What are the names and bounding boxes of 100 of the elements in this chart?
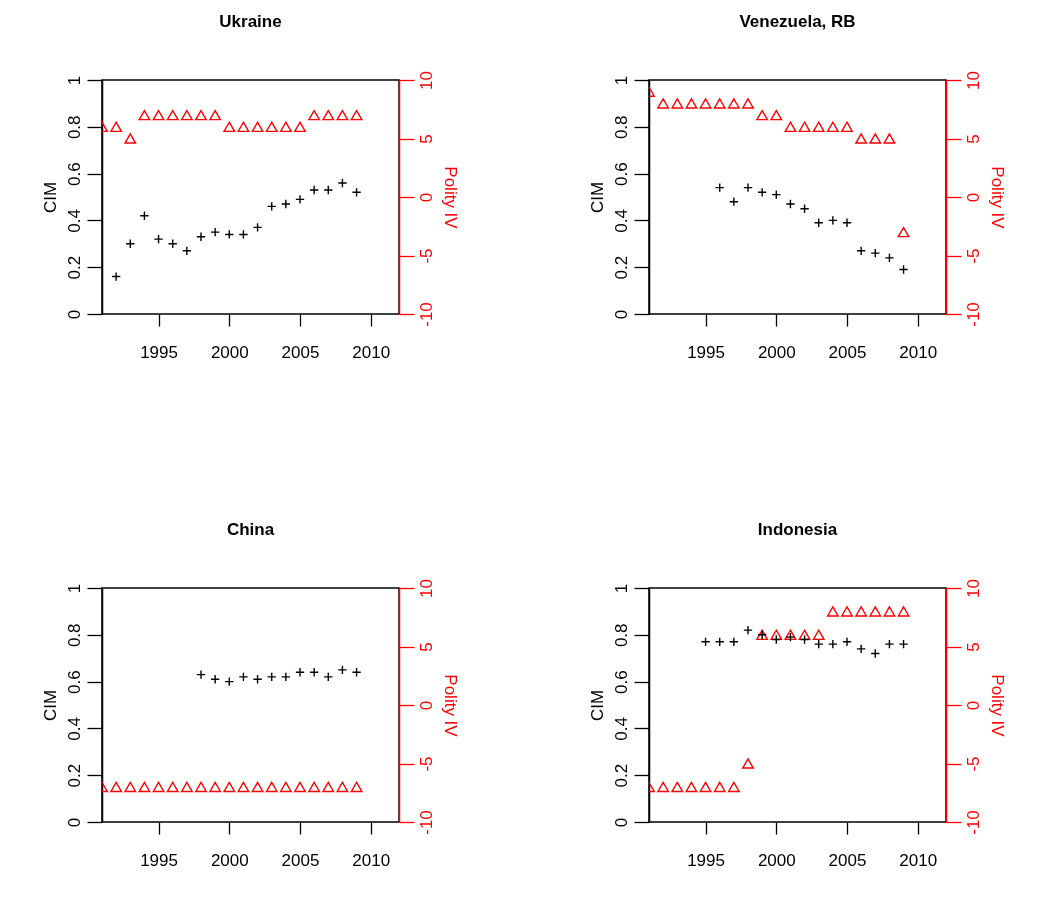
- point: [855, 133, 868, 144]
- y-tick-label: 0: [64, 309, 84, 320]
- point: [855, 606, 868, 617]
- x-tick-label: 2010: [899, 850, 938, 870]
- point: [166, 109, 179, 121]
- point: [266, 672, 277, 682]
- point: [813, 639, 824, 650]
- x-tick-label: 2005: [281, 342, 320, 362]
- point: [714, 636, 725, 647]
- x-tick-label: 1995: [140, 342, 178, 362]
- y-tick-label: 0.2: [611, 255, 631, 280]
- y2-tick-label: 0: [416, 700, 436, 711]
- y-tick-label: 0.8: [64, 623, 84, 648]
- y2-axis-title: Polity IV: [440, 674, 460, 738]
- y2-tick-label: -5: [963, 248, 983, 264]
- x-tick-label: 2000: [210, 342, 249, 362]
- y-tick-label: 0.2: [64, 255, 84, 280]
- y2-tick-label: 0: [963, 192, 983, 203]
- x-tick-label: 2005: [281, 850, 320, 870]
- point: [699, 781, 712, 793]
- point: [728, 636, 739, 647]
- y2-tick-label: 10: [416, 579, 436, 598]
- y-tick-label: 1: [611, 75, 631, 86]
- chart-title: Ukraine: [219, 11, 282, 31]
- point: [657, 781, 670, 793]
- y-axis-title: CIM: [40, 689, 60, 722]
- point: [856, 643, 867, 654]
- x-tick-label: 2010: [899, 342, 938, 362]
- point: [125, 238, 136, 249]
- point: [295, 667, 305, 678]
- y2-tick-label: -10: [416, 302, 436, 327]
- point: [842, 636, 852, 647]
- point: [279, 121, 292, 133]
- point: [897, 226, 910, 238]
- point: [784, 121, 797, 133]
- point: [826, 606, 839, 617]
- point: [700, 636, 711, 647]
- point: [251, 121, 264, 133]
- point: [727, 98, 740, 109]
- point: [280, 672, 291, 682]
- y-tick-label: 0.2: [611, 763, 631, 788]
- y-tick-label: 0: [64, 817, 84, 828]
- point: [841, 606, 853, 617]
- chart-title: China: [226, 519, 275, 539]
- y-tick-label: 0.6: [611, 162, 631, 186]
- y2-tick-label: 10: [963, 71, 983, 90]
- point: [153, 234, 164, 244]
- y-tick-label: 0.8: [611, 115, 631, 140]
- point: [323, 185, 334, 195]
- x-tick-label: 2010: [352, 850, 391, 870]
- point: [309, 667, 320, 678]
- y-tick-label: 0.6: [611, 670, 631, 694]
- x-tick-label: 1995: [687, 850, 725, 870]
- point: [308, 109, 321, 121]
- y-tick-label: 1: [64, 75, 84, 86]
- y2-tick-label: 5: [963, 134, 983, 144]
- y2-tick-label: 5: [416, 642, 436, 652]
- point: [350, 109, 363, 121]
- point: [309, 185, 320, 195]
- y-tick-label: 0: [611, 309, 631, 320]
- point: [671, 781, 684, 793]
- point: [770, 629, 783, 641]
- point: [323, 672, 334, 682]
- point: [842, 217, 852, 228]
- point: [742, 758, 754, 769]
- y2-tick-label: -10: [416, 810, 436, 835]
- point: [898, 639, 909, 650]
- point: [812, 121, 825, 133]
- point: [743, 182, 753, 193]
- point: [195, 109, 207, 121]
- y2-axis-title: Polity IV: [987, 674, 1007, 738]
- x-tick-label: 2005: [828, 850, 867, 870]
- y-tick-label: 0.6: [64, 162, 84, 186]
- y2-tick-label: 5: [963, 642, 983, 652]
- point: [884, 639, 895, 650]
- point: [826, 121, 839, 133]
- y2-tick-label: 0: [416, 192, 436, 203]
- x-tick-label: 2000: [757, 342, 796, 362]
- point: [209, 109, 222, 121]
- point: [883, 606, 896, 617]
- y-axis-title: CIM: [40, 181, 60, 214]
- y-tick-label: 0.4: [64, 209, 84, 233]
- point: [743, 625, 753, 635]
- point: [280, 199, 291, 209]
- point: [152, 109, 165, 121]
- point: [870, 248, 881, 259]
- point: [685, 98, 698, 109]
- y2-tick-label: -10: [963, 302, 983, 327]
- y-tick-label: 0.8: [611, 623, 631, 648]
- point: [756, 109, 769, 121]
- point: [841, 121, 853, 133]
- point: [336, 109, 349, 121]
- y-tick-label: 0.4: [611, 209, 631, 233]
- x-tick-label: 2000: [757, 850, 796, 870]
- point: [757, 187, 768, 198]
- point: [671, 98, 684, 109]
- point: [210, 227, 221, 237]
- y-tick-label: 0.4: [64, 717, 84, 741]
- point: [713, 98, 726, 109]
- y2-tick-label: -10: [963, 810, 983, 835]
